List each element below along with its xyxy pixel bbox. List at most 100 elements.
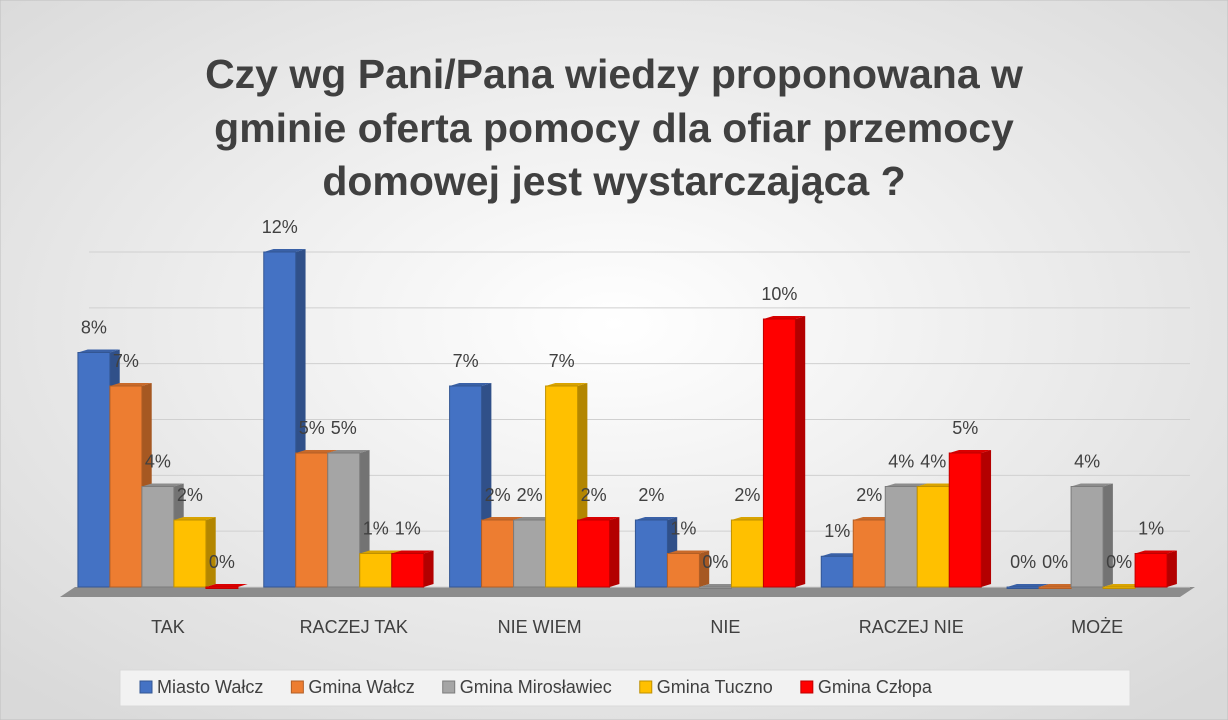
bar-face: [917, 483, 960, 487]
x-tick-label: RACZEJ TAK: [300, 617, 408, 637]
bar-face: [423, 550, 434, 587]
x-tick-label: RACZEJ NIE: [859, 617, 964, 637]
legend-swatch: [639, 680, 653, 694]
data-label: 0%: [209, 552, 235, 572]
bar: [391, 550, 434, 588]
bar-face: [391, 550, 434, 554]
bar-face: [884, 486, 918, 588]
bar-face: [1039, 584, 1081, 587]
data-label: 2%: [856, 485, 882, 505]
bar: [698, 584, 742, 589]
bar-face: [449, 385, 483, 588]
bar: [948, 450, 992, 588]
data-label: 2%: [581, 485, 607, 505]
data-label: 5%: [952, 418, 978, 438]
x-tick-label: MOŻE: [1071, 617, 1123, 637]
data-label: 8%: [81, 317, 107, 337]
bar-face: [359, 550, 402, 554]
bar-face: [1071, 483, 1113, 487]
data-label: 7%: [453, 351, 479, 371]
floor: [60, 587, 1195, 597]
bar: [762, 316, 806, 588]
bar: [577, 517, 620, 588]
data-label: 1%: [363, 518, 389, 538]
data-label: 2%: [517, 485, 543, 505]
bar-face: [1102, 586, 1136, 589]
bar-face: [820, 555, 854, 588]
bar-face: [77, 349, 120, 353]
bar-face: [205, 517, 216, 587]
bar-face: [205, 584, 248, 587]
bar-face: [948, 452, 982, 588]
data-label: 7%: [549, 351, 575, 371]
bar-face: [853, 517, 896, 520]
bar-face: [263, 251, 297, 588]
legend-swatch: [800, 680, 814, 694]
legend-label: Gmina Człopa: [818, 677, 933, 697]
bar: [1038, 584, 1081, 589]
bar-face: [173, 519, 207, 588]
x-tick-label: NIE WIEM: [498, 617, 582, 637]
data-label: 10%: [761, 284, 797, 304]
bar-face: [327, 450, 370, 453]
bar-face: [545, 385, 579, 588]
bar-face: [1103, 584, 1145, 587]
legend-label: Miasto Wałcz: [157, 677, 263, 697]
bar-face: [173, 517, 216, 520]
data-label: 2%: [485, 485, 511, 505]
bar-face: [635, 517, 678, 520]
data-label: 0%: [1010, 552, 1036, 572]
bar-face: [545, 383, 588, 386]
bar-face: [327, 452, 361, 588]
data-label: 4%: [1074, 451, 1100, 471]
bar-face: [295, 452, 329, 588]
bar-face: [109, 383, 152, 386]
data-label: 1%: [824, 521, 850, 541]
bar-face: [666, 553, 700, 588]
bar-face: [634, 519, 668, 588]
bar: [1102, 584, 1145, 589]
data-label: 5%: [331, 418, 357, 438]
bar-face: [391, 553, 425, 588]
bar-face: [481, 519, 515, 588]
bar-face: [795, 316, 806, 587]
bar-face: [1070, 486, 1104, 588]
bar-face: [609, 517, 620, 587]
bar-face: [667, 550, 710, 554]
data-label: 4%: [920, 451, 946, 471]
legend-swatch: [442, 680, 456, 694]
bar-face: [205, 586, 239, 589]
legend-box: [119, 669, 1131, 707]
bar: [173, 517, 216, 588]
bar: [1070, 483, 1113, 588]
chart-title: domowej jest wystarczająca ?: [322, 158, 905, 204]
x-tick-label: NIE: [710, 617, 740, 637]
bar-face: [513, 517, 556, 520]
chart-title: Czy wg Pani/Pana wiedzy proponowana w: [205, 51, 1023, 97]
bar-face: [1007, 584, 1049, 587]
data-label: 2%: [638, 485, 664, 505]
bar-face: [1134, 553, 1168, 588]
bar-face: [916, 486, 950, 588]
bar: [327, 450, 370, 588]
bar-face: [481, 517, 524, 520]
data-label: 1%: [1138, 518, 1164, 538]
bar-face: [1006, 586, 1040, 589]
x-tick-label: TAK: [151, 617, 185, 637]
bar-face: [109, 385, 143, 588]
bar-face: [949, 450, 992, 453]
bar-face: [821, 553, 864, 557]
bar-face: [141, 486, 175, 588]
legend-label: Gmina Wałcz: [308, 677, 414, 697]
bar-face: [699, 550, 710, 587]
data-label: 7%: [113, 351, 139, 371]
data-label: 4%: [888, 451, 914, 471]
bar-face: [852, 519, 886, 588]
bar-face: [449, 383, 492, 386]
bar-face: [731, 517, 774, 520]
bar-face: [577, 519, 611, 588]
bar-face: [981, 450, 992, 587]
bar-face: [295, 450, 338, 453]
legend-label: Gmina Mirosławiec: [460, 677, 612, 697]
bar-face: [763, 316, 806, 319]
